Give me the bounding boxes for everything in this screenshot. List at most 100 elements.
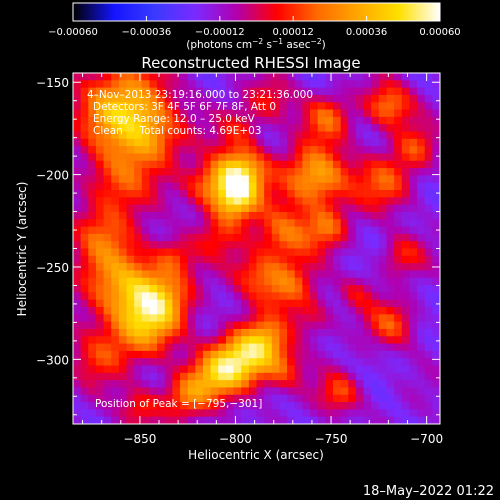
heatmap-cell (317, 182, 326, 191)
heatmap-cell (310, 131, 319, 140)
heatmap-cell (187, 219, 196, 228)
y-axis-label: Heliocentric Y (arcsec) (15, 182, 29, 317)
heatmap-cell (88, 292, 97, 301)
heatmap-cell (363, 168, 372, 176)
heatmap-cell (187, 109, 196, 118)
heatmap-cell (187, 153, 196, 162)
heatmap-cell (371, 146, 380, 155)
heatmap-cell (233, 168, 242, 176)
heatmap-cell (325, 116, 334, 125)
heatmap-cell (340, 197, 349, 206)
heatmap-cell (287, 116, 296, 125)
heatmap-cell (325, 146, 334, 155)
heatmap-cell (172, 124, 181, 133)
heatmap-cell (409, 138, 418, 147)
heatmap-cell (80, 204, 89, 213)
heatmap-cell (417, 87, 426, 96)
heatmap-cell (164, 109, 173, 118)
heatmap-cell (149, 204, 158, 213)
heatmap-cell (149, 73, 158, 81)
heatmap-cell (149, 336, 158, 345)
heatmap-cell (248, 314, 258, 323)
heatmap-cell (73, 402, 82, 410)
heatmap-cell (317, 263, 326, 272)
heatmap-cell (302, 94, 311, 103)
unit-part: s (263, 39, 272, 51)
heatmap-cell (424, 190, 433, 198)
heatmap-cell (118, 73, 128, 81)
heatmap-cell (126, 277, 135, 286)
heatmap-cell (180, 380, 189, 389)
heatmap-cell (332, 146, 342, 155)
heatmap-cell (302, 146, 311, 155)
heatmap-cell (195, 168, 204, 176)
heatmap-cell (241, 270, 250, 279)
heatmap-cell (118, 211, 128, 220)
heatmap-cell (432, 270, 440, 279)
heatmap-cell (348, 321, 357, 330)
heatmap-cell (80, 394, 89, 403)
heatmap-cell (164, 402, 173, 410)
heatmap-cell (248, 146, 258, 155)
heatmap-cell (218, 190, 227, 198)
heatmap-cell (317, 321, 326, 330)
heatmap-cell (294, 314, 303, 323)
heatmap-cell (187, 277, 196, 286)
heatmap-cell (424, 73, 433, 81)
heatmap-cell (103, 328, 112, 337)
heatmap-cell (225, 190, 235, 198)
heatmap-cell (302, 248, 311, 257)
heatmap-cell (95, 402, 105, 410)
heatmap-cell (126, 160, 135, 169)
heatmap-cell (371, 350, 380, 359)
heatmap-cell (294, 270, 303, 279)
heatmap-cell (172, 241, 181, 250)
heatmap-cell (218, 350, 227, 359)
heatmap-cell (371, 255, 380, 264)
heatmap-cell (141, 124, 151, 133)
heatmap-cell (157, 387, 166, 396)
heatmap-cell (302, 80, 311, 89)
heatmap-cell (126, 146, 135, 155)
heatmap-cell (371, 380, 380, 389)
heatmap-cell (264, 358, 273, 367)
heatmap-cell (134, 131, 143, 140)
heatmap-cell (73, 328, 82, 337)
heatmap-cell (233, 387, 242, 396)
heatmap-cell (95, 182, 105, 191)
heatmap-cell (111, 94, 120, 103)
heatmap-cell (363, 263, 372, 272)
heatmap-cell (317, 109, 326, 118)
heatmap-cell (340, 116, 349, 125)
heatmap-cell (394, 102, 403, 111)
heatmap-cell (264, 219, 273, 228)
heatmap-cell (172, 109, 181, 118)
heatmap-cell (111, 168, 120, 176)
heatmap-cell (325, 255, 334, 264)
heatmap-cell (218, 277, 227, 286)
heatmap-cell (340, 292, 349, 301)
heatmap-cell (118, 109, 128, 118)
heatmap-cell (386, 175, 395, 184)
heatmap-cell (225, 314, 235, 323)
heatmap-cell (73, 87, 82, 96)
heatmap-cell (141, 109, 151, 118)
heatmap-cell (332, 94, 342, 103)
heatmap-cell (73, 182, 82, 191)
heatmap-cell (302, 175, 311, 184)
heatmap-cell (218, 328, 227, 337)
heatmap-cell (88, 175, 97, 184)
heatmap-cell (164, 168, 173, 176)
unit-exponent: −2 (252, 37, 263, 46)
heatmap-cell (287, 387, 296, 396)
heatmap-cell (149, 372, 158, 381)
heatmap-cell (218, 380, 227, 389)
heatmap-cell (355, 197, 365, 206)
heatmap-cell (180, 233, 189, 242)
heatmap-cell (210, 182, 219, 191)
heatmap-cell (172, 175, 181, 184)
heatmap-cell (287, 153, 296, 162)
heatmap-cell (271, 153, 281, 162)
heatmap-cell (378, 248, 388, 257)
heatmap-cell (310, 255, 319, 264)
